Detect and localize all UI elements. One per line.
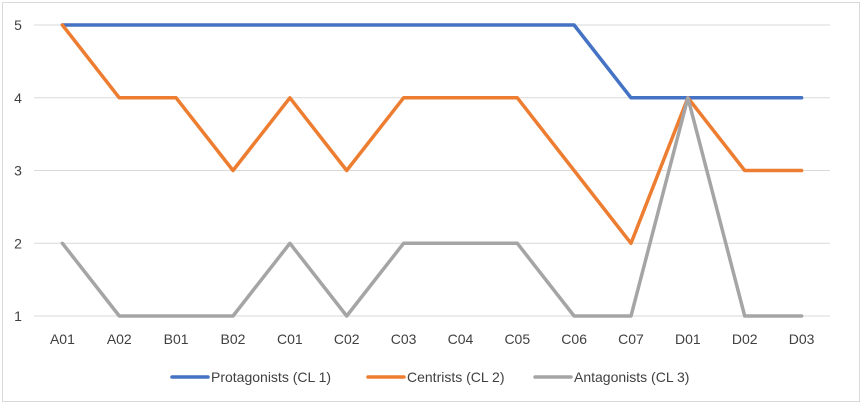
x-tick-label: C07	[618, 331, 644, 347]
y-tick-label: 5	[14, 17, 22, 33]
series-line-1	[60, 23, 804, 100]
y-tick-label: 3	[14, 163, 22, 179]
chart-frame	[2, 2, 860, 402]
legend-item-1: Protagonists (CL 1)	[170, 369, 331, 385]
x-tick-label: D01	[675, 331, 701, 347]
legend-label: Centrists (CL 2)	[407, 369, 505, 385]
x-tick-label: C05	[504, 331, 530, 347]
x-tick-label: B01	[164, 331, 189, 347]
legend-label: Antagonists (CL 3)	[574, 369, 689, 385]
series-line-2	[60, 23, 804, 246]
legend-item-3: Antagonists (CL 3)	[533, 369, 689, 385]
y-tick-label: 2	[14, 235, 22, 251]
x-tick-label: C02	[334, 331, 360, 347]
x-tick-label: D02	[732, 331, 758, 347]
x-tick-label: B02	[221, 331, 246, 347]
legend: Protagonists (CL 1) Centrists (CL 2) Antag…	[170, 369, 689, 385]
x-tick-label: C06	[561, 331, 587, 347]
legend-item-2: Centrists (CL 2)	[366, 369, 505, 385]
series-line-3	[60, 96, 804, 318]
x-tick-label: D03	[789, 331, 815, 347]
x-tick-label: C03	[391, 331, 417, 347]
x-tick-label: C04	[448, 331, 474, 347]
y-tick-label: 4	[14, 90, 22, 106]
series-lines	[60, 23, 804, 318]
legend-label: Protagonists (CL 1)	[211, 369, 331, 385]
y-axis-ticks: 1 2 3 4 5	[14, 17, 22, 324]
y-tick-label: 1	[14, 308, 22, 324]
x-tick-label: A02	[107, 331, 132, 347]
x-tick-label: C01	[277, 331, 303, 347]
x-tick-label: A01	[50, 331, 75, 347]
gridlines	[34, 24, 830, 317]
x-axis-ticks: A01 A02 B01 B02 C01 C02 C03 C04 C05 C06 C07 D01 D02 D…	[50, 331, 815, 347]
